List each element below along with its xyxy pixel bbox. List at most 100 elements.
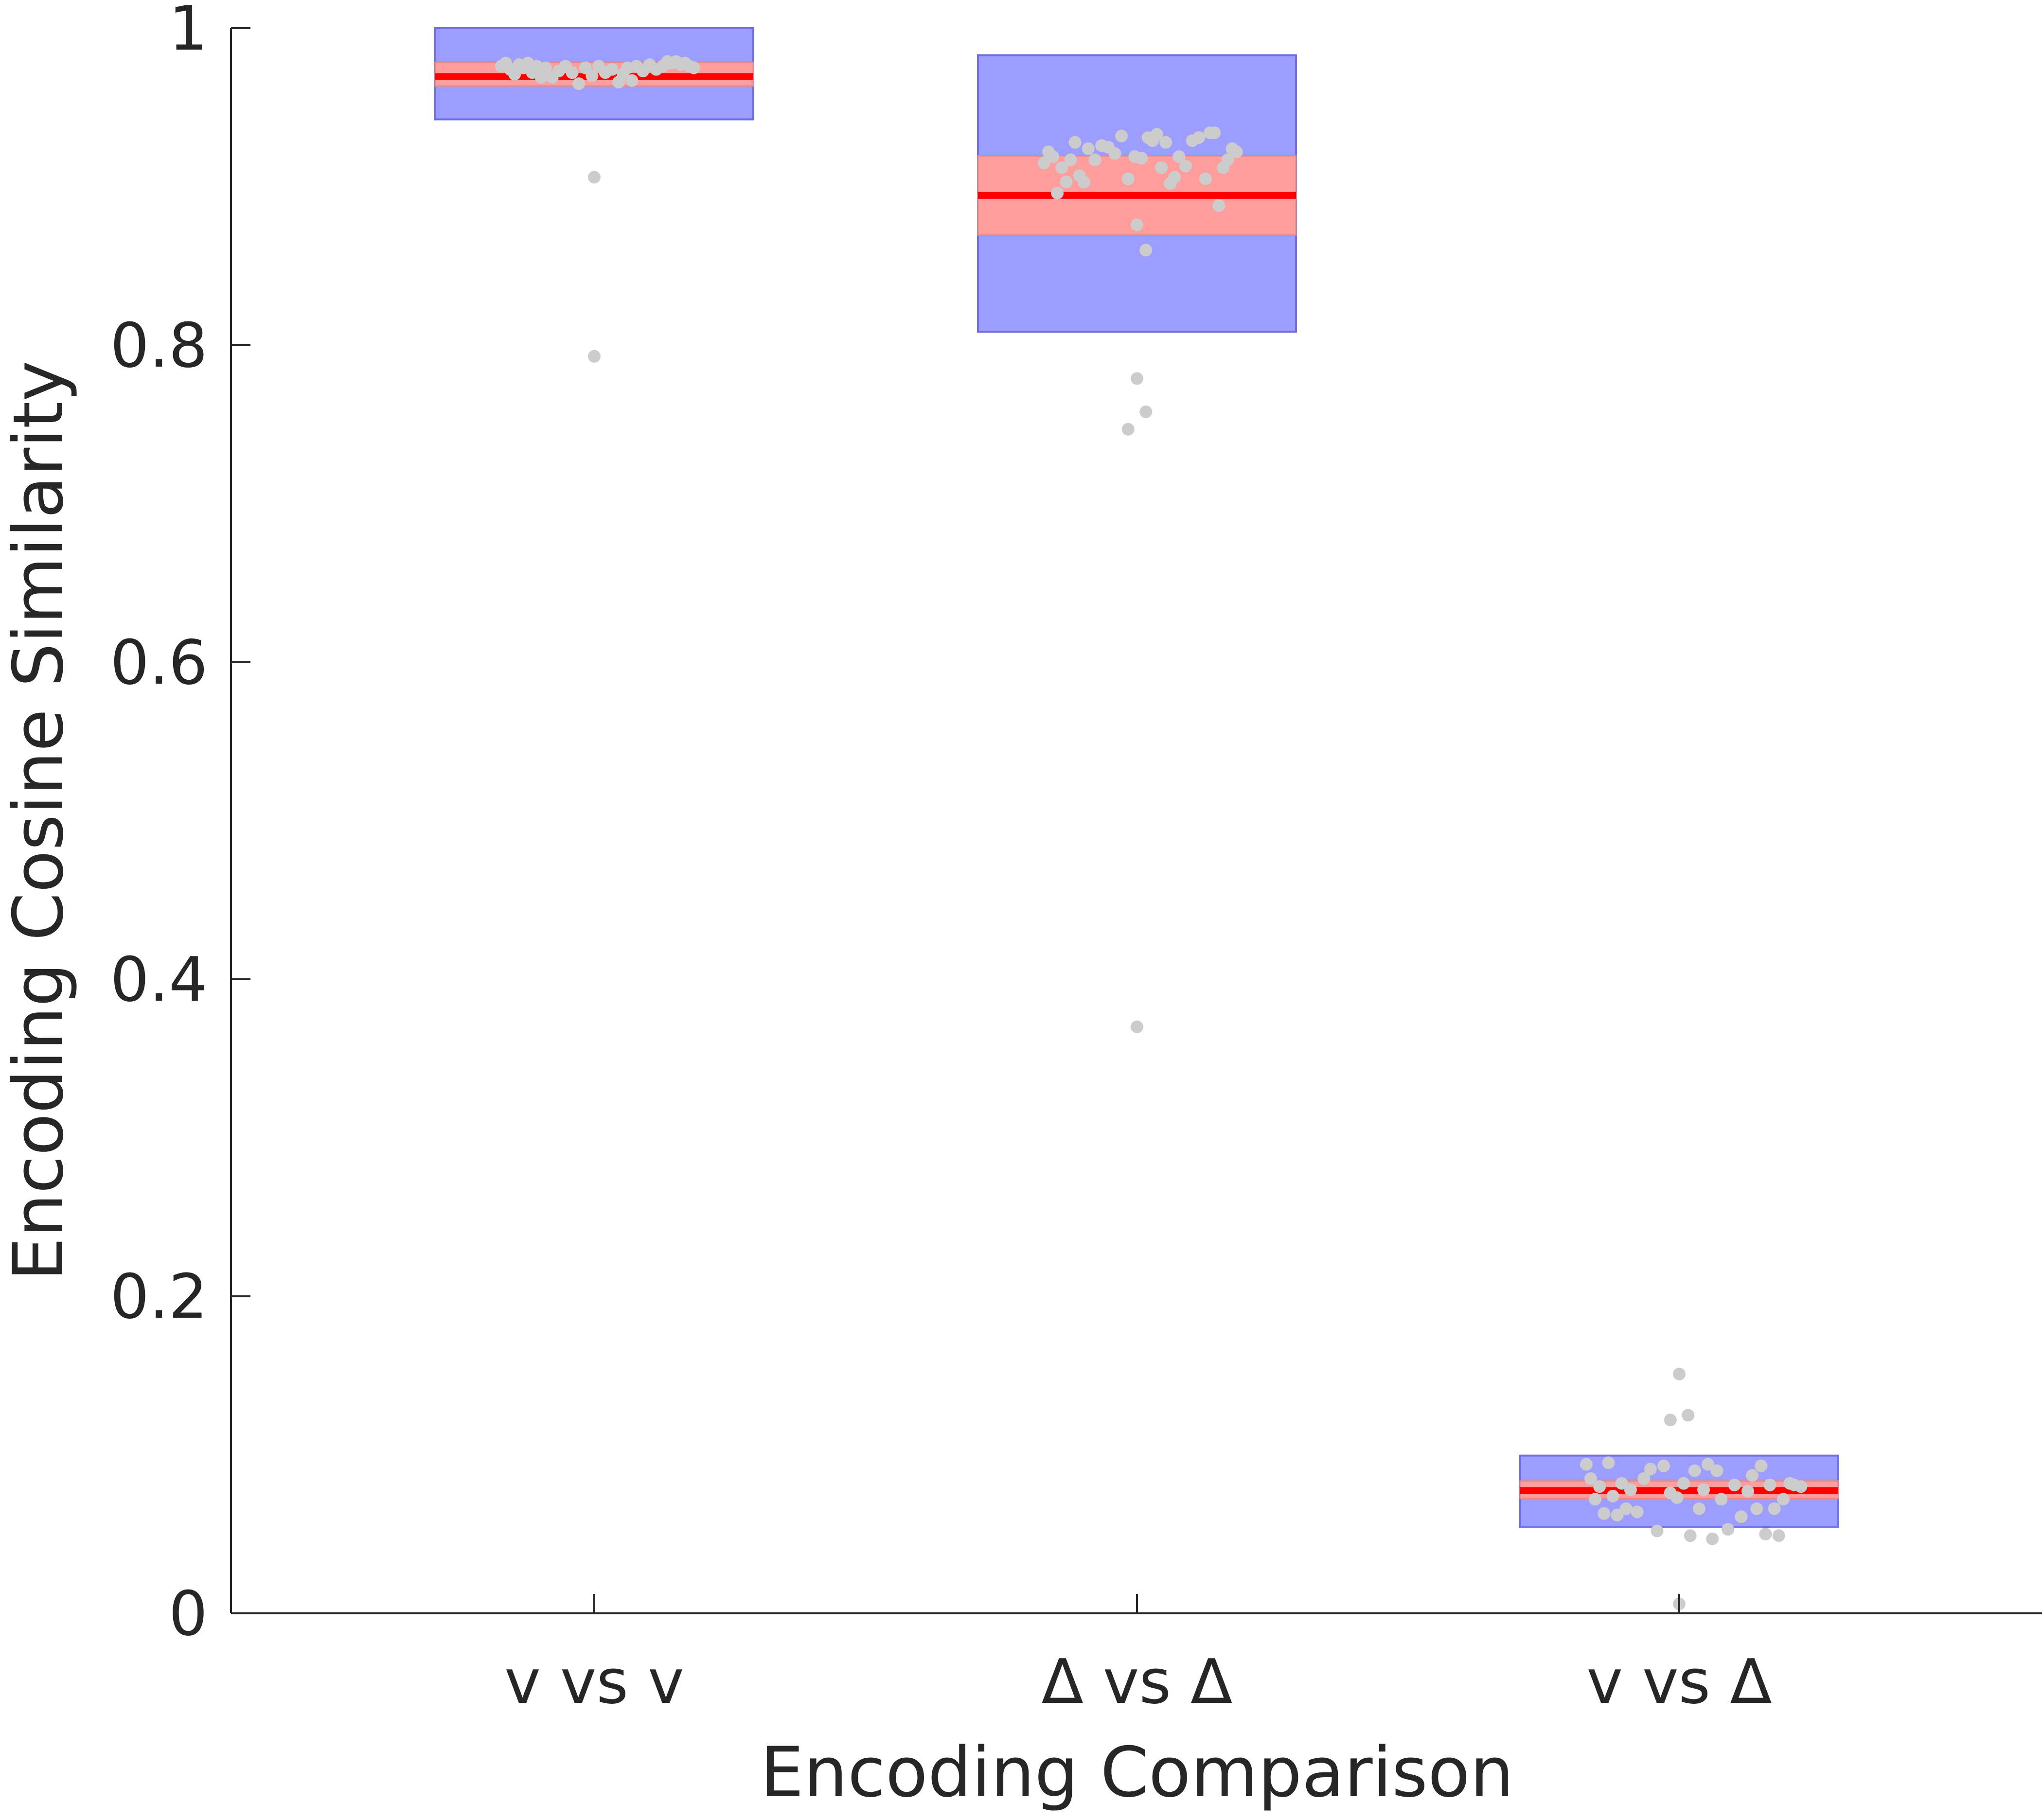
x-ticks: v vs v Δ vs Δ v vs Δ xyxy=(504,1594,1772,1717)
data-point xyxy=(1692,1502,1705,1515)
data-point xyxy=(534,71,548,84)
y-tick-label: 0.6 xyxy=(110,627,208,698)
data-point xyxy=(1598,1507,1611,1520)
data-point xyxy=(1088,153,1101,166)
data-point xyxy=(1794,1480,1808,1493)
box-group-2 xyxy=(977,54,1297,1033)
data-point xyxy=(588,171,601,184)
data-point xyxy=(1615,1477,1628,1490)
data-point xyxy=(1150,128,1163,141)
x-axis-title: Encoding Comparison xyxy=(760,1732,1514,1813)
box-group-1 xyxy=(434,27,754,363)
data-point xyxy=(1715,1493,1728,1506)
data-point xyxy=(572,77,586,90)
data-point xyxy=(1159,136,1172,149)
data-point xyxy=(1131,372,1143,385)
box-group-3 xyxy=(1519,1367,1839,1610)
data-point xyxy=(1115,129,1128,142)
data-point xyxy=(1772,1529,1785,1542)
data-point xyxy=(605,63,619,76)
data-point xyxy=(1677,1477,1690,1490)
data-point xyxy=(1131,218,1143,231)
data-point xyxy=(1077,176,1090,189)
data-point xyxy=(1108,147,1121,160)
data-point xyxy=(1697,1483,1710,1496)
data-point xyxy=(1710,1464,1723,1477)
data-point xyxy=(1121,423,1135,436)
data-point xyxy=(687,61,700,74)
data-point xyxy=(1750,1502,1763,1515)
data-point xyxy=(1068,136,1082,149)
data-point xyxy=(1657,1459,1670,1472)
data-point xyxy=(1139,244,1153,257)
data-point xyxy=(539,61,552,74)
data-point xyxy=(1051,187,1064,200)
data-point xyxy=(1179,159,1192,173)
data-point xyxy=(1199,172,1212,185)
data-point xyxy=(1776,1493,1790,1506)
data-point xyxy=(1221,153,1234,166)
data-point xyxy=(1763,1478,1776,1491)
data-point xyxy=(1728,1478,1741,1491)
data-point xyxy=(566,66,579,79)
plot-area xyxy=(434,27,1839,1610)
x-tick-label: v vs Δ xyxy=(1586,1646,1772,1717)
data-point xyxy=(586,69,599,82)
data-point xyxy=(1584,1472,1597,1485)
data-point xyxy=(625,74,639,87)
data-point xyxy=(1606,1489,1619,1502)
data-point xyxy=(1684,1529,1697,1542)
data-point xyxy=(588,350,601,363)
data-point xyxy=(1682,1409,1695,1422)
y-tick-label: 0.2 xyxy=(110,1261,208,1332)
data-point xyxy=(1208,126,1221,140)
y-axis-title: Encoding Cosine Similarity xyxy=(0,361,79,1281)
data-point xyxy=(1602,1456,1615,1469)
data-point xyxy=(1168,171,1181,184)
data-point xyxy=(1192,131,1206,144)
data-point xyxy=(1580,1458,1593,1471)
y-tick-label: 0 xyxy=(169,1578,208,1649)
data-point xyxy=(1706,1532,1719,1545)
data-point xyxy=(1746,1469,1759,1482)
data-point xyxy=(1082,142,1095,155)
data-point xyxy=(1741,1484,1755,1498)
data-point xyxy=(1722,1523,1735,1536)
data-point xyxy=(1055,161,1068,174)
y-tick-label: 1 xyxy=(169,0,208,64)
data-point xyxy=(1230,145,1243,159)
x-tick-label: v vs v xyxy=(504,1646,684,1717)
data-point xyxy=(1768,1502,1781,1515)
data-point xyxy=(1688,1464,1701,1477)
y-ticks: 0 0.2 0.4 0.6 0.8 1 xyxy=(110,0,250,1649)
data-point xyxy=(1644,1463,1657,1476)
data-point xyxy=(1121,172,1135,185)
data-point xyxy=(1755,1459,1768,1472)
data-point xyxy=(1759,1528,1772,1540)
y-tick-label: 0.4 xyxy=(110,944,208,1015)
data-point xyxy=(1624,1483,1637,1496)
data-point xyxy=(1135,152,1148,165)
data-point xyxy=(1047,150,1060,163)
data-point xyxy=(1664,1414,1677,1427)
data-point xyxy=(1593,1480,1606,1493)
data-point xyxy=(1631,1505,1644,1519)
data-point xyxy=(1155,161,1168,174)
x-tick-label: Δ vs Δ xyxy=(1042,1646,1233,1717)
data-point xyxy=(1619,1502,1633,1515)
data-point xyxy=(1611,1508,1624,1521)
data-point xyxy=(1131,1020,1143,1033)
data-point xyxy=(1064,153,1077,166)
data-point xyxy=(1060,176,1073,189)
data-point xyxy=(1702,1458,1715,1471)
y-tick-label: 0.8 xyxy=(110,310,208,381)
data-point xyxy=(1589,1493,1602,1506)
data-point xyxy=(1651,1524,1664,1537)
data-point xyxy=(1735,1510,1748,1523)
data-point xyxy=(1172,150,1186,163)
data-point xyxy=(1212,199,1225,212)
data-point xyxy=(1673,1367,1686,1380)
data-point xyxy=(1139,405,1153,418)
